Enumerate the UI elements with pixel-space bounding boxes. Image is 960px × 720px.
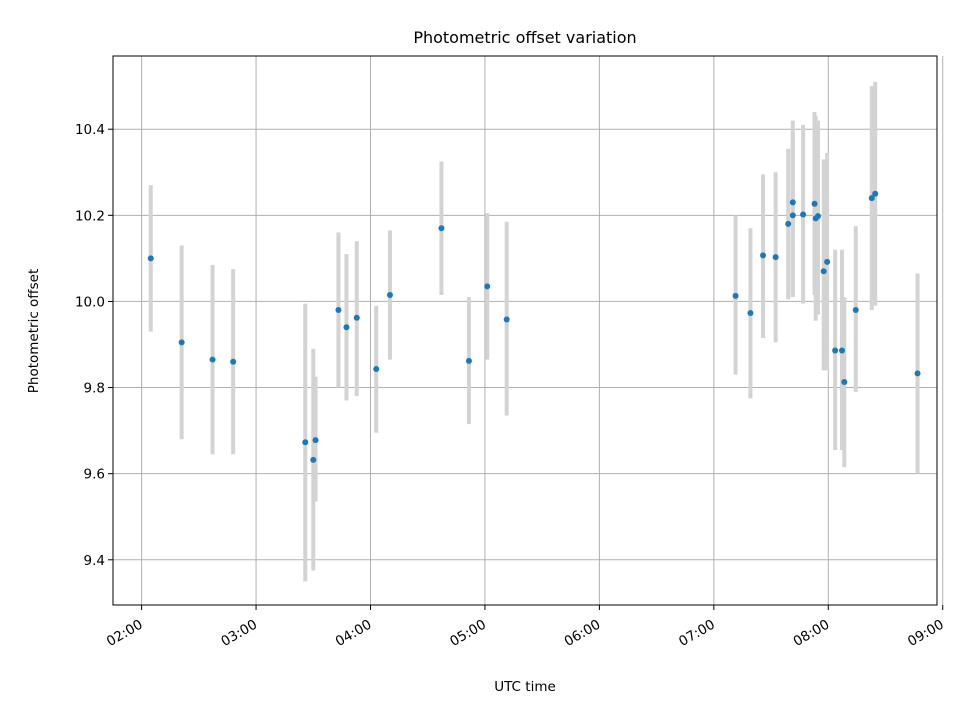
y-tick-label: 9.4 [84, 553, 105, 569]
chart-title: Photometric offset variation [413, 28, 636, 47]
data-point [820, 268, 827, 275]
data-point [178, 339, 185, 346]
data-point [386, 291, 393, 298]
plot-frame [112, 55, 938, 606]
data-point [872, 190, 879, 197]
data-point [868, 195, 875, 202]
data-point [343, 324, 350, 331]
data-point [772, 254, 779, 261]
data-point [438, 225, 445, 232]
data-point [832, 347, 839, 354]
y-tick-label: 9.8 [84, 381, 105, 397]
y-tick-label: 10.2 [75, 208, 105, 224]
x-axis-label: UTC time [494, 679, 556, 695]
y-tick-label: 10.0 [75, 294, 105, 310]
data-point [503, 316, 510, 323]
data-point [800, 211, 807, 218]
point-layer [147, 190, 921, 463]
data-point [209, 356, 216, 363]
data-point [814, 213, 821, 220]
data-point [824, 258, 831, 265]
data-point [914, 370, 921, 377]
data-point [230, 358, 237, 365]
data-point [732, 292, 739, 299]
data-point [852, 307, 859, 314]
data-point [353, 314, 360, 321]
data-point [335, 307, 342, 314]
data-point [760, 252, 767, 259]
grid-layer [113, 56, 944, 605]
y-tick-label: 10.4 [75, 122, 105, 138]
data-point [811, 200, 818, 207]
y-tick-label: 9.6 [84, 467, 105, 483]
data-point [839, 347, 846, 354]
data-point [484, 283, 491, 290]
y-axis-label: Photometric offset [26, 269, 42, 393]
data-point [310, 456, 317, 463]
data-point [785, 220, 792, 227]
data-point [312, 437, 319, 444]
data-point [789, 199, 796, 206]
data-point [747, 310, 754, 317]
data-point [147, 255, 154, 262]
data-point [373, 366, 380, 373]
data-point [302, 439, 309, 446]
data-point [789, 212, 796, 219]
data-point [465, 357, 472, 364]
data-point [841, 378, 848, 385]
